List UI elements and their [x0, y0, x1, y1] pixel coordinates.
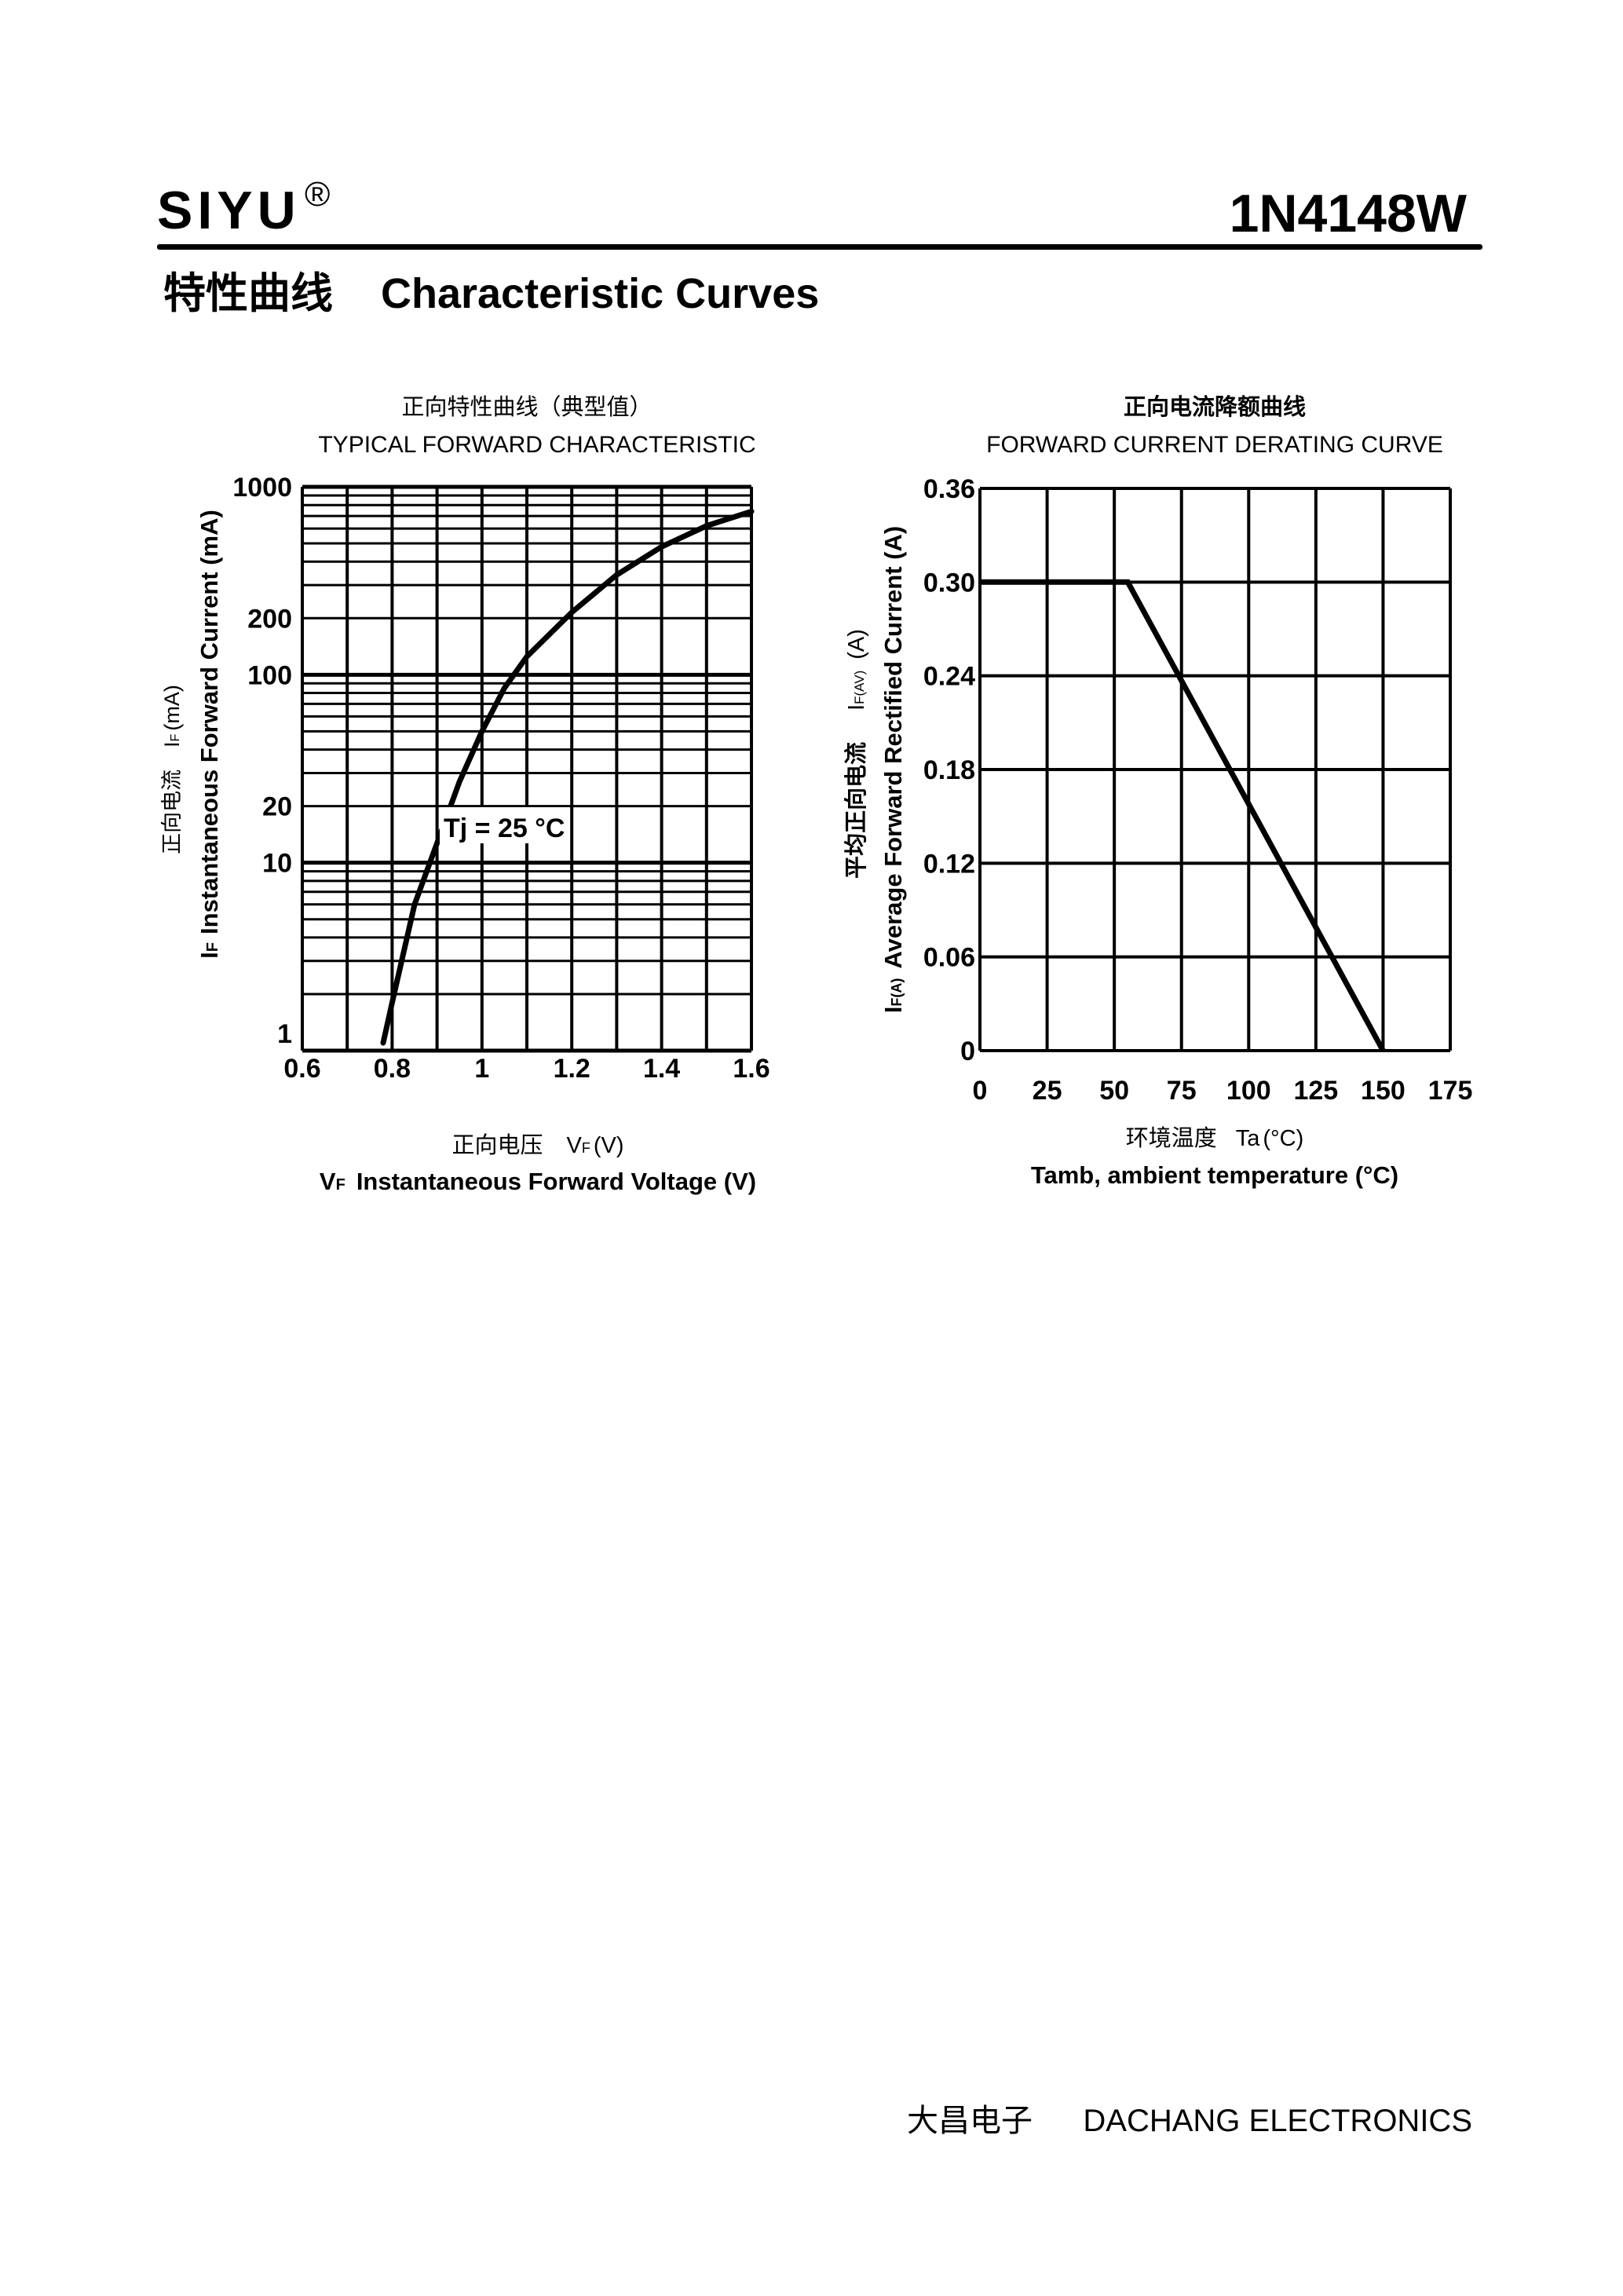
y-tick-label: 0.30: [923, 568, 975, 598]
y-tick-label: 200: [247, 604, 292, 634]
part-number: 1N4148W: [1230, 184, 1468, 243]
annotation-bg: [440, 807, 569, 843]
y-tick-label: 10: [262, 849, 292, 879]
x-tick-label: 150: [1361, 1076, 1406, 1106]
y-tick-label: 0: [960, 1036, 975, 1066]
y-tick-label: 0.24: [923, 662, 975, 692]
y-tick-label: 0.06: [923, 943, 975, 973]
x-tick-label: 75: [1167, 1076, 1197, 1106]
x-tick-label: 25: [1033, 1076, 1062, 1106]
y-axis-label: IFInstantaneous Forward Current (mA): [196, 510, 223, 959]
tick-labels: 0 25 50 75 100 125 150 175 0 0.06 0.12 0.18 0.24 0.30…: [923, 474, 1473, 1106]
chart-title-cn: 正向特性曲线（典型值）: [401, 394, 652, 420]
x-axis-label: VF Instantaneous Forward Voltage (V): [320, 1168, 756, 1195]
x-tick-label: 50: [1099, 1076, 1129, 1106]
x-tick-label: 125: [1293, 1076, 1338, 1106]
y-tick-label: 1000: [232, 473, 292, 503]
y-axis-label-cn: 平均正向电流IF(AV)(A): [843, 629, 869, 879]
chart-title-cn: 正向电流降额曲线: [1124, 394, 1306, 420]
x-axis-label-cn: 正向电压 VF (V): [451, 1132, 623, 1158]
section-title-cn: 特性曲线: [163, 270, 333, 317]
y-axis-label-cn: 正向电流IF(mA): [160, 685, 184, 854]
x-tick-label: 0.6: [283, 1054, 320, 1084]
y-axis-label: IF(A)Average Forward Rectified Current (…: [879, 526, 907, 1013]
x-tick-label: 1: [474, 1054, 489, 1084]
tick-labels: 0.6 0.8 1 1.2 1.4 1.6 1 10 20 100 200 1000: [232, 473, 769, 1084]
grid: [978, 487, 1452, 1052]
x-tick-label: 0: [973, 1076, 988, 1106]
y-tick-label: 1: [277, 1019, 292, 1049]
grid: [301, 484, 753, 1053]
x-tick-label: 1.4: [643, 1054, 680, 1084]
header-rule: [157, 244, 1482, 250]
forward-characteristic-chart: 正向特性曲线（典型值） TYPICAL FORWARD CHARACTERIST…: [160, 394, 770, 1195]
footer-company-en: DACHANG ELECTRONICS: [1083, 2104, 1472, 2138]
y-tick-label: 100: [247, 660, 292, 690]
y-tick-label: 0.18: [923, 755, 975, 785]
section-title-en: Characteristic Curves: [381, 270, 819, 317]
x-tick-label: 1.6: [733, 1054, 769, 1084]
series-line: [980, 579, 1386, 1052]
x-axis-label-cn: 环境温度 Ta (°C): [1126, 1125, 1304, 1151]
annotation-tj: Tj = 25 °C: [444, 813, 565, 843]
registered-mark: ®: [305, 175, 330, 214]
y-tick-label: 0.12: [923, 849, 975, 879]
x-tick-label: 175: [1428, 1076, 1473, 1106]
x-tick-label: 1.2: [554, 1054, 590, 1084]
y-tick-label: 20: [262, 792, 292, 822]
y-tick-label: 0.36: [923, 474, 975, 504]
x-axis-label: Tamb, ambient temperature (°C): [1031, 1161, 1398, 1189]
series-line: [380, 508, 755, 1046]
x-tick-label: 0.8: [374, 1054, 411, 1084]
chart-title: TYPICAL FORWARD CHARACTERISTIC: [318, 432, 755, 458]
derating-curve-chart: 正向电流降额曲线 FORWARD CURRENT DERATING CURVE …: [843, 394, 1472, 1189]
chart-title: FORWARD CURRENT DERATING CURVE: [986, 432, 1443, 458]
footer-company-cn: 大昌电子: [907, 2104, 1033, 2138]
x-tick-label: 100: [1226, 1076, 1271, 1106]
brand-logo: SIYU: [157, 181, 301, 240]
